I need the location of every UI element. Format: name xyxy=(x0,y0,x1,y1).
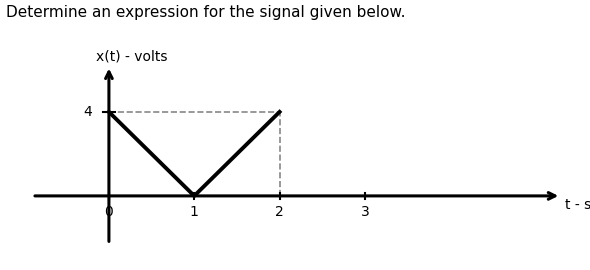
Text: t - seconds: t - seconds xyxy=(565,198,590,212)
Text: Determine an expression for the signal given below.: Determine an expression for the signal g… xyxy=(6,5,405,21)
Text: 3: 3 xyxy=(360,205,369,219)
Text: 0: 0 xyxy=(104,205,113,219)
Text: 4: 4 xyxy=(83,105,92,119)
Text: x(t) - volts: x(t) - volts xyxy=(96,50,168,64)
Text: 1: 1 xyxy=(190,205,199,219)
Text: 2: 2 xyxy=(275,205,284,219)
